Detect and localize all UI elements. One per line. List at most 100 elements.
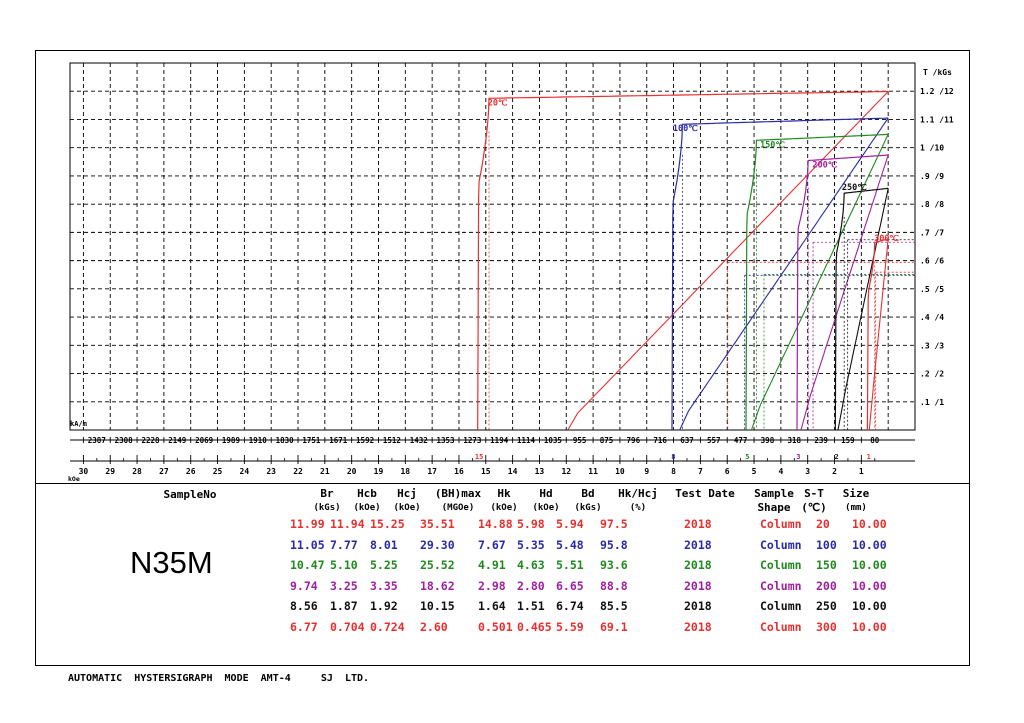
x-tick-kam-label: 2149 [168,436,187,445]
x-tick-kam-label: 1353 [437,436,456,445]
x-tick-koe-label: 1 [859,467,864,476]
b-curve-2 [750,134,889,431]
x-tick-kam-label: 1273 [463,436,482,445]
column-header-st: S-T [804,487,824,500]
x-tick-kam-label: 1512 [383,436,401,445]
column-header-hcj: Hcj [397,487,417,500]
b-curve-5 [868,238,889,431]
cell-hkhcj: 97.5 [600,517,628,531]
y-tick-label: 1 /10 [920,144,944,153]
cell-hk: 7.67 [478,537,506,552]
j-curve-2 [745,133,889,431]
x-tick-kam-label: 2069 [195,436,214,445]
cell-hd: 5.35 [517,537,545,552]
hcj-axis-marker-2: 5 [745,453,749,461]
temperature-label-4: 250℃ [842,182,867,193]
y-tick-label: .7 /7 [920,228,944,237]
cell-hd: 4.63 [517,558,545,572]
x-tick-kam-label: 1830 [276,436,295,445]
b-curve-1 [679,117,889,431]
cell-hcj: 1.92 [370,599,398,613]
y-tick-label: .9 /9 [920,172,944,181]
y-tick-label: .5 /5 [920,285,944,294]
footer-text: AUTOMATIC HYSTERSIGRAPH MODE AMT-4 SJ LT… [68,673,370,684]
cell-date: 2018 [684,619,712,634]
column-header-date: Test Date [675,487,735,500]
x-tick-kam-label: 80 [870,436,880,445]
x-axis-kam-unit: kA/m [70,420,87,428]
j-curve-4 [834,187,889,431]
y-axis-unit: T /kGs [923,68,952,77]
column-header-hd: Hd [539,487,553,500]
cell-hkhcj: 88.8 [600,578,628,593]
cell-size: 10.00 [852,619,887,634]
b-curve-3 [800,154,889,431]
demagnetization-chart: .1 /1 .2 /2 .3 /3 .4 /4 .5 /5 .6 /6 .7 /7 .8 /8… [68,62,954,483]
x-tick-kam-label: 1592 [356,436,374,445]
cell-br: 11.05 [290,537,325,552]
x-tick-koe-label: 27 [159,467,169,476]
cell-hd: 2.80 [517,578,545,593]
x-tick-koe-label: 7 [698,467,703,476]
cell-size: 10.00 [852,558,887,572]
temperature-label-0: 20℃ [488,97,508,108]
cell-st: 20 [816,517,830,531]
column-unit-br: (kGs) [313,503,341,513]
x-tick-koe-label: 11 [588,467,598,476]
cell-st: 100 [816,537,837,552]
cell-hcj: 8.01 [370,537,398,552]
x-tick-koe-label: 19 [374,467,384,476]
x-tick-kam-label: 796 [627,436,641,445]
x-tick-koe-label: 26 [186,467,196,476]
cell-hcj: 3.35 [370,578,398,593]
x-tick-kam-label: 1751 [302,436,321,445]
column-header-size: Size [842,487,870,500]
cell-hcb: 1.87 [330,599,358,613]
x-tick-koe-label: 24 [240,467,250,476]
x-tick-kam-label: 716 [653,436,667,445]
cell-hcb: 7.77 [330,537,358,552]
x-tick-kam-label: 1989 [222,436,241,445]
x-tick-koe-label: 22 [293,467,303,476]
cell-date: 2018 [684,537,712,552]
x-tick-kam-label: 159 [841,436,855,445]
cell-size: 10.00 [852,517,887,531]
cell-hd: 0.465 [517,619,552,634]
x-tick-koe-label: 20 [347,467,357,476]
cell-shape: Column [760,517,802,531]
cell-size: 10.00 [852,599,887,613]
cell-st: 150 [816,558,837,572]
y-tick-label: .3 /3 [920,341,944,350]
cell-hcb: 0.704 [330,619,365,634]
x-tick-kam-label: 398 [761,436,775,445]
cell-hkhcj: 93.6 [600,558,628,572]
cell-hcb: 11.94 [330,517,365,531]
cell-bd: 5.48 [556,537,584,552]
x-tick-koe-label: 3 [805,467,810,476]
cell-hd: 1.51 [517,599,545,613]
column-unit-hcj: (kOe) [393,503,421,513]
x-tick-kam-label: 1910 [249,436,268,445]
cell-bd: 6.65 [556,578,584,593]
x-tick-kam-label: 637 [680,436,694,445]
cell-br: 8.56 [290,599,318,613]
cell-bd: 6.74 [556,599,584,613]
cell-br: 6.77 [290,619,318,634]
x-tick-koe-label: 29 [105,467,115,476]
y-tick-label: 1.2 /12 [920,87,954,96]
y-tick-label: .6 /6 [920,257,944,266]
cell-br: 9.74 [290,578,318,593]
cell-size: 10.00 [852,537,887,552]
hcj-axis-marker-3: 3 [796,453,800,461]
cell-hk: 0.501 [478,619,513,634]
x-tick-kam-label: 2228 [141,436,160,445]
x-tick-koe-label: 16 [454,467,464,476]
x-tick-koe-label: 15 [481,467,491,476]
cell-date: 2018 [684,599,712,613]
j-curve-5 [866,238,889,431]
x-tick-koe-label: 28 [132,467,142,476]
cell-st: 300 [816,619,837,634]
cell-bhmax: 29.30 [420,537,455,552]
cell-date: 2018 [684,517,712,531]
x-tick-kam-label: 557 [707,436,721,445]
